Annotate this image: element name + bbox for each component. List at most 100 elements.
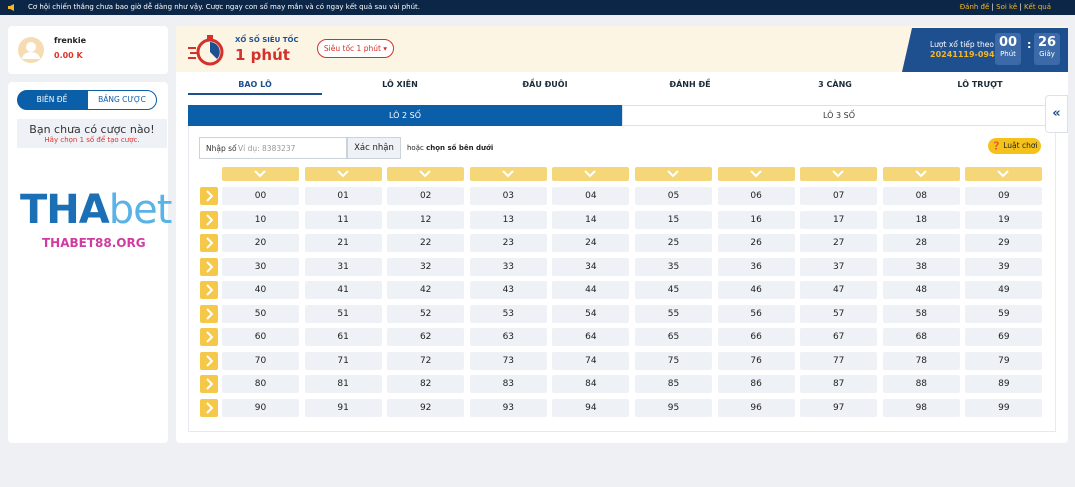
number-cell[interactable]: 60 [222, 328, 299, 346]
number-cell[interactable]: 43 [469, 281, 547, 299]
confirm-button[interactable]: Xác nhận [347, 137, 401, 159]
column-select[interactable] [222, 167, 299, 181]
number-cell[interactable]: 48 [882, 281, 960, 299]
number-cell[interactable]: 56 [717, 304, 795, 323]
column-select[interactable] [882, 167, 960, 181]
number-cell[interactable]: 71 [304, 351, 382, 370]
number-cell[interactable]: 82 [387, 375, 465, 393]
row-select[interactable] [200, 257, 218, 276]
row-select[interactable] [200, 328, 218, 346]
number-cell[interactable]: 86 [717, 375, 795, 393]
column-select[interactable] [387, 167, 465, 181]
number-cell[interactable]: 13 [469, 210, 547, 229]
number-cell[interactable]: 30 [222, 257, 299, 276]
number-cell[interactable]: 88 [882, 375, 960, 393]
number-cell[interactable]: 44 [552, 281, 630, 299]
row-select[interactable] [200, 234, 218, 252]
number-cell[interactable]: 14 [552, 210, 630, 229]
number-cell[interactable]: 50 [222, 304, 299, 323]
top-link[interactable]: Kết quả [1017, 3, 1051, 11]
number-cell[interactable]: 03 [469, 187, 547, 205]
sub-tab[interactable]: LÔ 3 SỐ [622, 105, 1056, 126]
number-cell[interactable]: 32 [387, 257, 465, 276]
number-cell[interactable]: 59 [965, 304, 1043, 323]
column-select[interactable] [469, 167, 547, 181]
number-cell[interactable]: 08 [882, 187, 960, 205]
number-cell[interactable]: 38 [882, 257, 960, 276]
number-cell[interactable]: 07 [800, 187, 878, 205]
column-select[interactable] [635, 167, 712, 181]
number-cell[interactable]: 28 [882, 234, 960, 252]
number-cell[interactable]: 69 [965, 328, 1043, 346]
bet-tab[interactable]: BẢNG CƯỢC [87, 90, 157, 110]
column-select[interactable] [717, 167, 795, 181]
number-cell[interactable]: 54 [552, 304, 630, 323]
number-cell[interactable]: 23 [469, 234, 547, 252]
number-cell[interactable]: 90 [222, 398, 299, 417]
number-cell[interactable]: 91 [304, 398, 382, 417]
number-cell[interactable]: 84 [552, 375, 630, 393]
number-cell[interactable]: 40 [222, 281, 299, 299]
number-cell[interactable]: 58 [882, 304, 960, 323]
number-cell[interactable]: 98 [882, 398, 960, 417]
number-cell[interactable]: 93 [469, 398, 547, 417]
number-cell[interactable]: 00 [222, 187, 299, 205]
number-cell[interactable]: 57 [800, 304, 878, 323]
number-cell[interactable]: 26 [717, 234, 795, 252]
number-cell[interactable]: 96 [717, 398, 795, 417]
rules-button[interactable]: ❓ Luật chơi [988, 138, 1041, 154]
number-cell[interactable]: 16 [717, 210, 795, 229]
number-cell[interactable]: 83 [469, 375, 547, 393]
number-cell[interactable]: 02 [387, 187, 465, 205]
number-cell[interactable]: 29 [965, 234, 1043, 252]
number-cell[interactable]: 36 [717, 257, 795, 276]
number-cell[interactable]: 67 [800, 328, 878, 346]
row-select[interactable] [200, 375, 218, 393]
number-cell[interactable]: 17 [800, 210, 878, 229]
number-cell[interactable]: 87 [800, 375, 878, 393]
number-cell[interactable]: 68 [882, 328, 960, 346]
number-cell[interactable]: 65 [635, 328, 712, 346]
number-cell[interactable]: 94 [552, 398, 630, 417]
number-cell[interactable]: 39 [965, 257, 1043, 276]
nav-tab[interactable]: ĐÁNH ĐỀ [669, 80, 711, 89]
number-cell[interactable]: 31 [304, 257, 382, 276]
number-cell[interactable]: 20 [222, 234, 299, 252]
nav-tab[interactable]: 3 CÀNG [818, 80, 852, 89]
number-cell[interactable]: 80 [222, 375, 299, 393]
number-cell[interactable]: 49 [965, 281, 1043, 299]
number-cell[interactable]: 27 [800, 234, 878, 252]
number-cell[interactable]: 34 [552, 257, 630, 276]
number-cell[interactable]: 75 [635, 351, 712, 370]
top-link[interactable]: Soi kê [989, 3, 1017, 11]
number-cell[interactable]: 47 [800, 281, 878, 299]
number-cell[interactable]: 25 [635, 234, 712, 252]
number-cell[interactable]: 81 [304, 375, 382, 393]
number-cell[interactable]: 45 [635, 281, 712, 299]
number-cell[interactable]: 61 [304, 328, 382, 346]
number-cell[interactable]: 64 [552, 328, 630, 346]
number-cell[interactable]: 77 [800, 351, 878, 370]
nav-tab[interactable]: LÔ TRƯỢT [957, 80, 1003, 89]
number-cell[interactable]: 35 [635, 257, 712, 276]
number-cell[interactable]: 97 [800, 398, 878, 417]
speed-select[interactable]: Siêu tốc 1 phút ▾ [317, 39, 394, 58]
number-cell[interactable]: 70 [222, 351, 299, 370]
nav-tab[interactable]: LÔ XIÊN [382, 80, 418, 89]
number-cell[interactable]: 24 [552, 234, 630, 252]
row-select[interactable] [200, 304, 218, 323]
number-cell[interactable]: 21 [304, 234, 382, 252]
column-select[interactable] [552, 167, 630, 181]
number-cell[interactable]: 42 [387, 281, 465, 299]
row-select[interactable] [200, 351, 218, 370]
number-cell[interactable]: 05 [635, 187, 712, 205]
top-link[interactable]: Đánh đề [959, 3, 990, 11]
nav-tab-active[interactable]: BAO LÔ [188, 74, 322, 95]
number-cell[interactable]: 11 [304, 210, 382, 229]
number-cell[interactable]: 09 [965, 187, 1043, 205]
number-cell[interactable]: 18 [882, 210, 960, 229]
row-select[interactable] [200, 281, 218, 299]
sub-tab-active[interactable]: LÔ 2 SỐ [188, 105, 622, 126]
bet-tab-active[interactable]: BIÊN ĐỀ [17, 90, 87, 110]
number-cell[interactable]: 46 [717, 281, 795, 299]
